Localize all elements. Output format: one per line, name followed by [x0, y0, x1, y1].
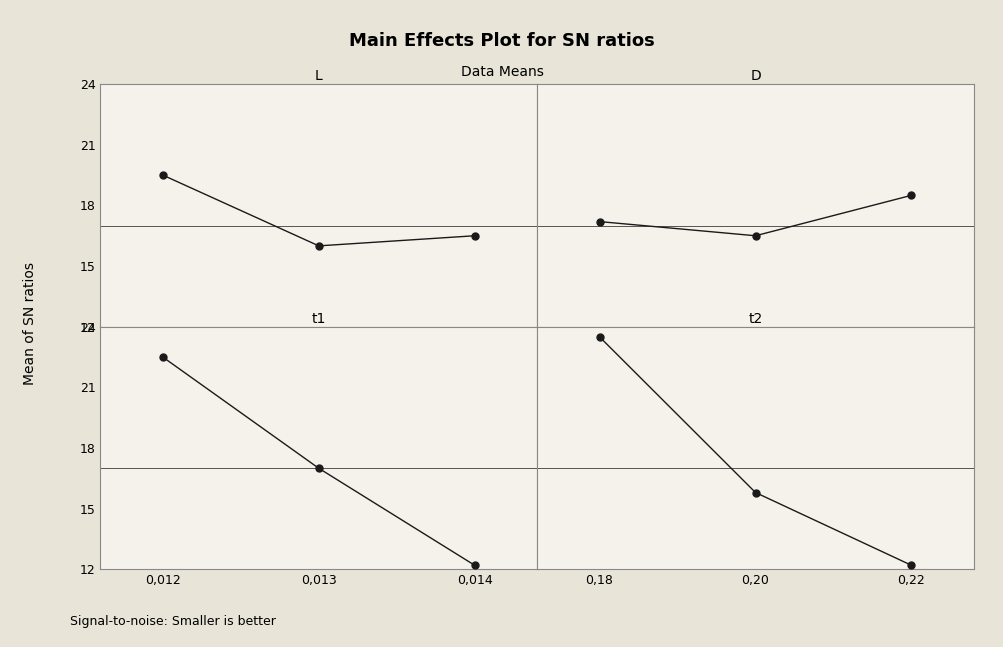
Title: t2: t2	[747, 312, 762, 325]
Title: D: D	[749, 69, 760, 83]
Text: Signal-to-noise: Smaller is better: Signal-to-noise: Smaller is better	[70, 615, 276, 628]
Text: Mean of SN ratios: Mean of SN ratios	[23, 262, 37, 385]
Text: Data Means: Data Means	[460, 65, 543, 79]
Text: Main Effects Plot for SN ratios: Main Effects Plot for SN ratios	[349, 32, 654, 50]
Title: t1: t1	[311, 312, 326, 325]
Title: L: L	[315, 69, 322, 83]
